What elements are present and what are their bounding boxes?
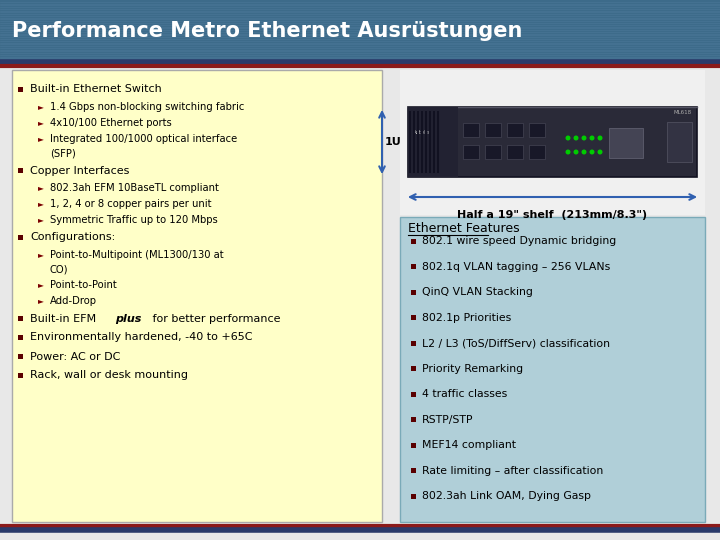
Text: Rack, wall or desk mounting: Rack, wall or desk mounting xyxy=(30,370,188,381)
Text: 802.1 wire speed Dynamic bridging: 802.1 wire speed Dynamic bridging xyxy=(422,236,616,246)
Bar xyxy=(529,145,545,159)
Bar xyxy=(507,123,523,137)
Text: QinQ VLAN Stacking: QinQ VLAN Stacking xyxy=(422,287,533,297)
Circle shape xyxy=(565,136,570,140)
Text: 1.4 Gbps non-blocking switching fabric: 1.4 Gbps non-blocking switching fabric xyxy=(50,102,244,112)
FancyBboxPatch shape xyxy=(408,107,697,177)
Text: Power: AC or DC: Power: AC or DC xyxy=(30,352,120,361)
Bar xyxy=(411,366,416,371)
Text: (SFP): (SFP) xyxy=(50,149,76,159)
Text: RSTP/STP: RSTP/STP xyxy=(422,415,474,425)
Text: 802.3ah Link OAM, Dying Gasp: 802.3ah Link OAM, Dying Gasp xyxy=(422,491,591,502)
FancyBboxPatch shape xyxy=(609,128,643,158)
Text: ►: ► xyxy=(38,184,44,192)
Bar xyxy=(408,107,458,177)
Circle shape xyxy=(582,150,587,154)
Text: Symmetric Traffic up to 120 Mbps: Symmetric Traffic up to 120 Mbps xyxy=(50,215,217,225)
Circle shape xyxy=(598,150,603,154)
Text: Environmentally hardened, -40 to +65C: Environmentally hardened, -40 to +65C xyxy=(30,333,253,342)
Bar xyxy=(411,315,416,320)
Text: ►: ► xyxy=(38,251,44,260)
Circle shape xyxy=(590,150,595,154)
Text: MEF14 compliant: MEF14 compliant xyxy=(422,440,516,450)
Bar xyxy=(485,123,501,137)
Text: ►: ► xyxy=(38,134,44,144)
Text: 4x10/100 Ethernet ports: 4x10/100 Ethernet ports xyxy=(50,118,172,128)
Text: ►: ► xyxy=(38,280,44,289)
Bar xyxy=(18,373,23,378)
Bar xyxy=(411,443,416,448)
Circle shape xyxy=(574,136,578,140)
Text: Configurations:: Configurations: xyxy=(30,233,115,242)
Text: ►: ► xyxy=(38,296,44,306)
Text: Point-to-Point: Point-to-Point xyxy=(50,280,117,290)
Text: ►: ► xyxy=(38,103,44,111)
Text: 802.1q VLAN tagging – 256 VLANs: 802.1q VLAN tagging – 256 VLANs xyxy=(422,261,611,272)
Bar xyxy=(411,239,416,244)
Bar xyxy=(18,235,23,240)
Bar xyxy=(18,168,23,173)
Bar xyxy=(667,122,692,162)
Text: Built-in EFM: Built-in EFM xyxy=(30,314,96,323)
Text: 802.1p Priorities: 802.1p Priorities xyxy=(422,313,511,322)
Bar xyxy=(529,123,545,137)
Circle shape xyxy=(574,150,578,154)
Bar xyxy=(411,468,416,474)
Bar xyxy=(18,354,23,359)
Bar xyxy=(18,87,23,92)
Bar xyxy=(411,289,416,295)
Text: Performance Metro Ethernet Ausrüstungen: Performance Metro Ethernet Ausrüstungen xyxy=(12,21,523,41)
Bar xyxy=(18,316,23,321)
Text: Ethernet Features: Ethernet Features xyxy=(408,222,520,235)
Bar xyxy=(18,335,23,340)
Text: Half a 19" shelf  (213mm/8.3"): Half a 19" shelf (213mm/8.3") xyxy=(457,210,647,220)
Circle shape xyxy=(598,136,603,140)
Text: Actelis: Actelis xyxy=(413,130,431,134)
Bar xyxy=(463,145,479,159)
Text: Add-Drop: Add-Drop xyxy=(50,296,97,306)
Bar xyxy=(411,494,416,499)
Text: ►: ► xyxy=(38,118,44,127)
Bar xyxy=(411,264,416,269)
Bar xyxy=(507,145,523,159)
Text: Copper Interfaces: Copper Interfaces xyxy=(30,165,130,176)
Bar xyxy=(400,70,705,215)
Bar xyxy=(411,341,416,346)
Text: 802.3ah EFM 10BaseTL compliant: 802.3ah EFM 10BaseTL compliant xyxy=(50,183,219,193)
Text: 1U: 1U xyxy=(385,137,402,147)
Bar xyxy=(400,217,705,522)
Text: Built-in Ethernet Switch: Built-in Ethernet Switch xyxy=(30,84,162,94)
Text: Point-to-Multipoint (ML1300/130 at: Point-to-Multipoint (ML1300/130 at xyxy=(50,250,224,260)
Text: plus: plus xyxy=(115,314,142,323)
Bar xyxy=(0,0,720,62)
Text: L2 / L3 (ToS/DiffServ) classification: L2 / L3 (ToS/DiffServ) classification xyxy=(422,338,610,348)
Bar xyxy=(411,417,416,422)
Text: Integrated 100/1000 optical interface: Integrated 100/1000 optical interface xyxy=(50,134,238,144)
Text: 4 traffic classes: 4 traffic classes xyxy=(422,389,508,399)
Circle shape xyxy=(565,150,570,154)
Circle shape xyxy=(590,136,595,140)
Text: Priority Remarking: Priority Remarking xyxy=(422,364,523,374)
Bar xyxy=(411,392,416,397)
Text: ►: ► xyxy=(38,199,44,208)
Text: for better performance: for better performance xyxy=(149,314,281,323)
Circle shape xyxy=(582,136,587,140)
Text: CO): CO) xyxy=(50,265,68,275)
Text: ML618: ML618 xyxy=(674,110,692,115)
Bar xyxy=(12,70,382,522)
Bar xyxy=(485,145,501,159)
Text: ►: ► xyxy=(38,215,44,225)
Bar xyxy=(463,123,479,137)
Text: 1, 2, 4 or 8 copper pairs per unit: 1, 2, 4 or 8 copper pairs per unit xyxy=(50,199,212,209)
Text: Rate limiting – after classification: Rate limiting – after classification xyxy=(422,466,603,476)
